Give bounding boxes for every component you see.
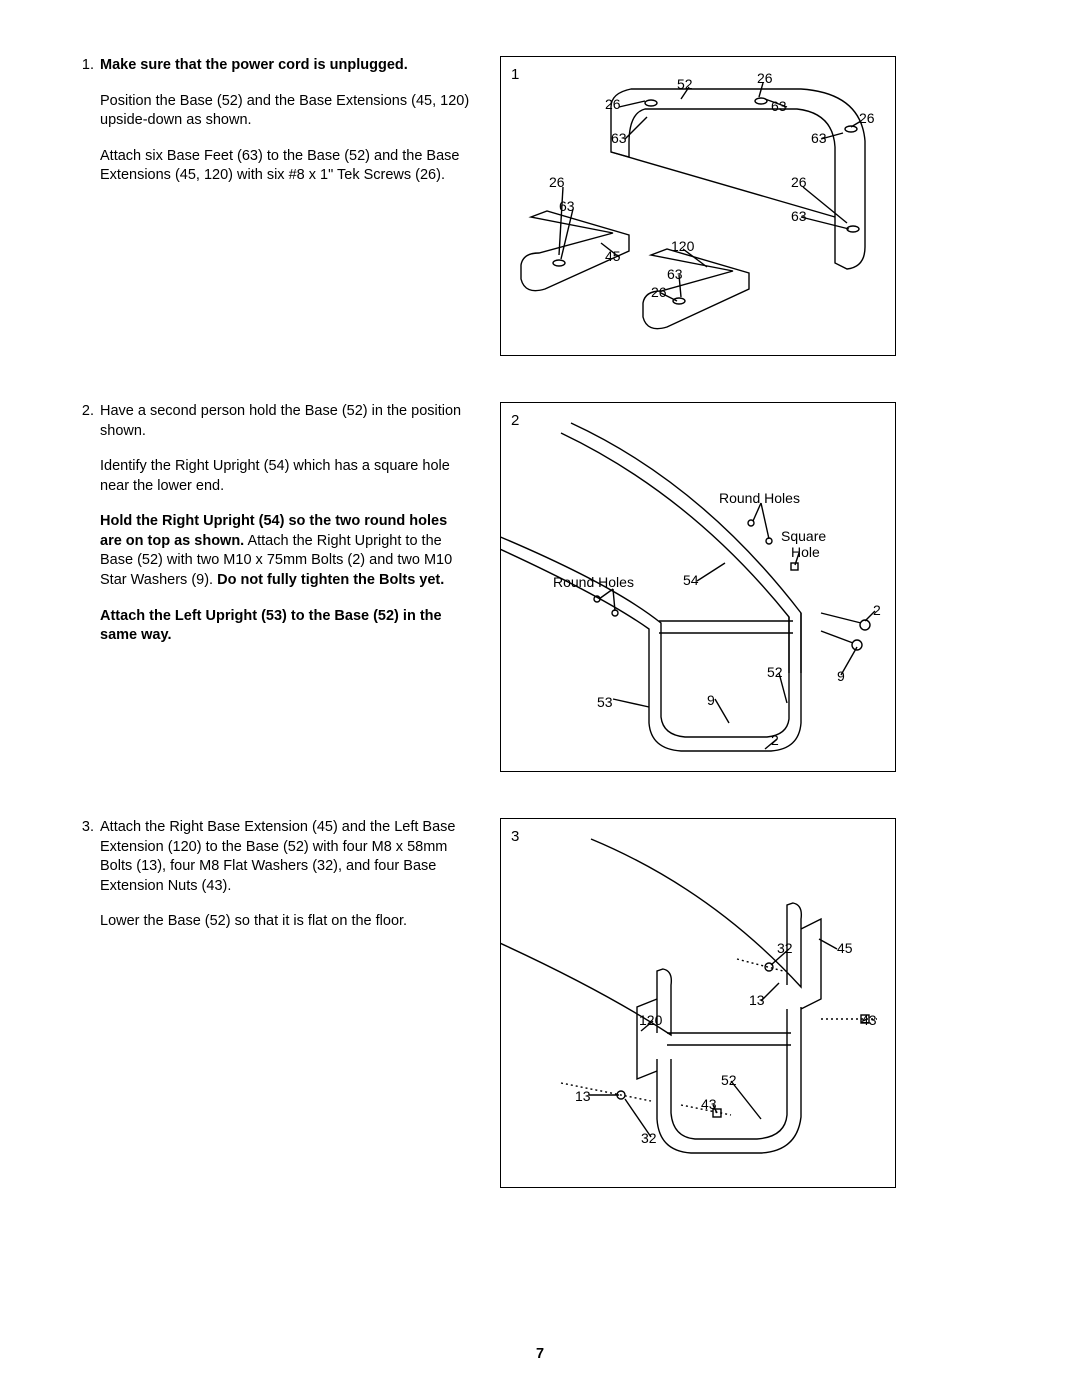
step-2-row: 2. Have a second person hold the Base (5…: [72, 402, 1008, 772]
step-body: Attach the Right Base Extension (45) and…: [100, 818, 472, 932]
step-body: Have a second person hold the Base (52) …: [100, 402, 472, 646]
step-1-p3: Attach six Base Feet (63) to the Base (5…: [100, 147, 472, 186]
fig1-lbl: 63: [771, 99, 787, 114]
fig2-lbl: Square: [781, 529, 826, 544]
figure-number: 1: [511, 65, 519, 85]
fig1-lbl: 63: [791, 209, 807, 224]
fig2-lbl: 53: [597, 695, 613, 710]
step-number: 1.: [72, 56, 100, 76]
fig3-lbl: 52: [721, 1073, 737, 1088]
step-2-p4: Attach the Left Upright (53) to the Base…: [100, 607, 472, 646]
fig3-lbl: 13: [749, 993, 765, 1008]
fig2-lbl: Round Holes: [719, 491, 800, 506]
figure-1: 1: [500, 56, 896, 356]
fig2-lbl: 2: [771, 733, 779, 748]
step-3-p1: Attach the Right Base Extension (45) and…: [100, 818, 472, 896]
page-number: 7: [0, 1345, 1080, 1365]
step-1-text: 1. Make sure that the power cord is unpl…: [72, 56, 472, 186]
step-1-p1: Make sure that the power cord is unplugg…: [100, 56, 472, 76]
step-3-row: 3. Attach the Right Base Extension (45) …: [72, 818, 1008, 1188]
fig2-lbl: 2: [873, 603, 881, 618]
fig2-lbl: 52: [767, 665, 783, 680]
step-2-p3: Hold the Right Upright (54) so the two r…: [100, 512, 472, 590]
fig1-lbl: 63: [559, 199, 575, 214]
fig3-lbl: 13: [575, 1089, 591, 1104]
fig1-lbl: 26: [757, 71, 773, 86]
fig2-lbl: Round Holes: [553, 575, 634, 590]
fig2-lbl: 9: [837, 669, 845, 684]
step-2-p2: Identify the Right Upright (54) which ha…: [100, 457, 472, 496]
fig1-lbl: 120: [671, 239, 694, 254]
step-3-p2: Lower the Base (52) so that it is flat o…: [100, 912, 472, 932]
page-content: 1. Make sure that the power cord is unpl…: [72, 56, 1008, 1188]
figure-number: 2: [511, 411, 519, 431]
figure-2: 2: [500, 402, 896, 772]
fig1-lbl: 52: [677, 77, 693, 92]
figure-number: 3: [511, 827, 519, 847]
fig1-lbl: 63: [611, 131, 627, 146]
fig2-lbl: 54: [683, 573, 699, 588]
fig1-lbl: 63: [667, 267, 683, 282]
figure-3-diagram: [501, 819, 897, 1189]
figure-3: 3: [500, 818, 896, 1188]
fig3-lbl: 45: [837, 941, 853, 956]
fig3-lbl: 32: [641, 1131, 657, 1146]
fig1-lbl: 26: [605, 97, 621, 112]
fig1-lbl: 63: [811, 131, 827, 146]
fig1-lbl: 26: [791, 175, 807, 190]
step-1-row: 1. Make sure that the power cord is unpl…: [72, 56, 1008, 356]
fig1-lbl: 26: [549, 175, 565, 190]
fig1-lbl: 45: [605, 249, 621, 264]
step-number: 3.: [72, 818, 100, 838]
fig2-lbl: Hole: [791, 545, 820, 560]
fig3-lbl: 43: [861, 1013, 877, 1028]
step-body: Make sure that the power cord is unplugg…: [100, 56, 472, 186]
fig1-lbl: 26: [859, 111, 875, 126]
fig1-lbl: 26: [651, 285, 667, 300]
step-2-p1: Have a second person hold the Base (52) …: [100, 402, 472, 441]
step-1-p2: Position the Base (52) and the Base Exte…: [100, 92, 472, 131]
step-3-text: 3. Attach the Right Base Extension (45) …: [72, 818, 472, 932]
fig3-lbl: 32: [777, 941, 793, 956]
fig2-lbl: 9: [707, 693, 715, 708]
fig3-lbl: 120: [639, 1013, 662, 1028]
step-2-text: 2. Have a second person hold the Base (5…: [72, 402, 472, 646]
step-number: 2.: [72, 402, 100, 422]
fig3-lbl: 43: [701, 1097, 717, 1112]
